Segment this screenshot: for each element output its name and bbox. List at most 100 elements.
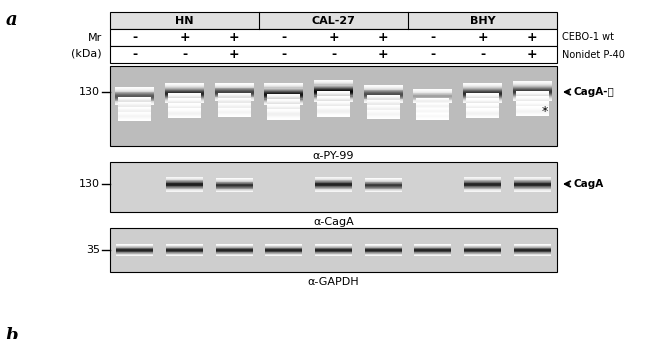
Bar — [513, 82, 552, 83]
Bar — [118, 103, 151, 104]
Bar — [515, 91, 549, 92]
Bar — [265, 92, 303, 93]
Bar — [515, 107, 549, 108]
Bar — [267, 104, 300, 105]
Bar — [317, 94, 350, 95]
Bar — [216, 182, 253, 183]
Bar — [118, 118, 151, 119]
Bar — [168, 102, 201, 103]
Bar — [166, 186, 203, 187]
Bar — [515, 108, 549, 109]
Bar — [317, 105, 350, 106]
Bar — [315, 244, 352, 245]
Bar — [466, 99, 499, 100]
Bar — [514, 183, 551, 184]
Bar — [214, 84, 254, 85]
Bar — [116, 251, 153, 252]
Bar — [417, 116, 449, 117]
Bar — [464, 184, 501, 185]
Bar — [513, 90, 552, 91]
Bar — [267, 116, 300, 117]
Bar — [118, 100, 151, 101]
Bar — [514, 245, 551, 246]
Bar — [367, 106, 400, 107]
Bar — [165, 84, 204, 85]
Bar — [513, 91, 552, 92]
Bar — [118, 104, 151, 105]
Bar — [315, 183, 352, 184]
Bar — [515, 96, 549, 97]
Bar — [216, 253, 253, 254]
Bar — [364, 99, 402, 100]
Bar — [514, 180, 551, 181]
Bar — [317, 100, 350, 101]
Bar — [218, 102, 251, 103]
Bar — [315, 255, 352, 256]
Text: +: + — [527, 48, 538, 61]
Bar — [317, 110, 350, 111]
Bar — [218, 99, 251, 100]
Bar — [463, 97, 502, 98]
Bar — [463, 102, 502, 103]
Bar — [218, 96, 251, 97]
Bar — [463, 92, 502, 93]
Bar — [267, 111, 300, 112]
Bar — [166, 182, 203, 183]
Bar — [317, 104, 350, 105]
Bar — [118, 107, 151, 108]
Bar — [267, 98, 300, 99]
Text: CEBO-1 wt: CEBO-1 wt — [562, 33, 614, 42]
Bar — [168, 110, 201, 111]
Bar — [515, 107, 549, 108]
Bar — [365, 247, 402, 248]
Bar — [513, 88, 552, 89]
Bar — [464, 244, 501, 245]
Bar — [110, 228, 557, 272]
Text: +: + — [527, 31, 538, 44]
Bar — [364, 96, 402, 97]
Bar — [515, 98, 549, 99]
Bar — [168, 104, 201, 105]
Bar — [515, 110, 549, 111]
Bar — [364, 88, 402, 89]
Bar — [464, 252, 501, 253]
Bar — [216, 255, 253, 256]
Bar — [168, 100, 201, 101]
Bar — [168, 106, 201, 107]
Bar — [216, 187, 253, 188]
Text: CagA: CagA — [574, 179, 605, 189]
Bar — [267, 94, 300, 95]
Bar — [413, 98, 452, 99]
Bar — [168, 113, 201, 114]
Bar — [216, 181, 253, 182]
Bar — [166, 191, 203, 192]
Bar — [168, 107, 201, 108]
Bar — [168, 93, 201, 94]
Bar — [414, 255, 452, 256]
Bar — [515, 112, 549, 113]
Bar — [417, 102, 449, 103]
Bar — [168, 102, 201, 103]
Text: a: a — [6, 11, 18, 29]
Text: -: - — [430, 31, 436, 44]
Bar — [265, 88, 303, 89]
Bar — [515, 113, 549, 114]
Bar — [414, 244, 452, 245]
Bar — [317, 109, 350, 110]
Bar — [367, 102, 400, 103]
Bar — [317, 91, 350, 92]
Bar — [168, 111, 201, 112]
Bar — [515, 104, 549, 105]
Bar — [317, 96, 350, 97]
Bar — [265, 83, 303, 84]
Bar — [218, 94, 251, 95]
Bar — [417, 110, 449, 111]
Bar — [265, 87, 303, 88]
Bar — [267, 109, 300, 110]
Bar — [463, 86, 502, 87]
Bar — [116, 253, 153, 254]
Bar — [514, 249, 551, 250]
Bar — [168, 99, 201, 100]
Bar — [116, 103, 154, 104]
Bar — [413, 93, 452, 94]
